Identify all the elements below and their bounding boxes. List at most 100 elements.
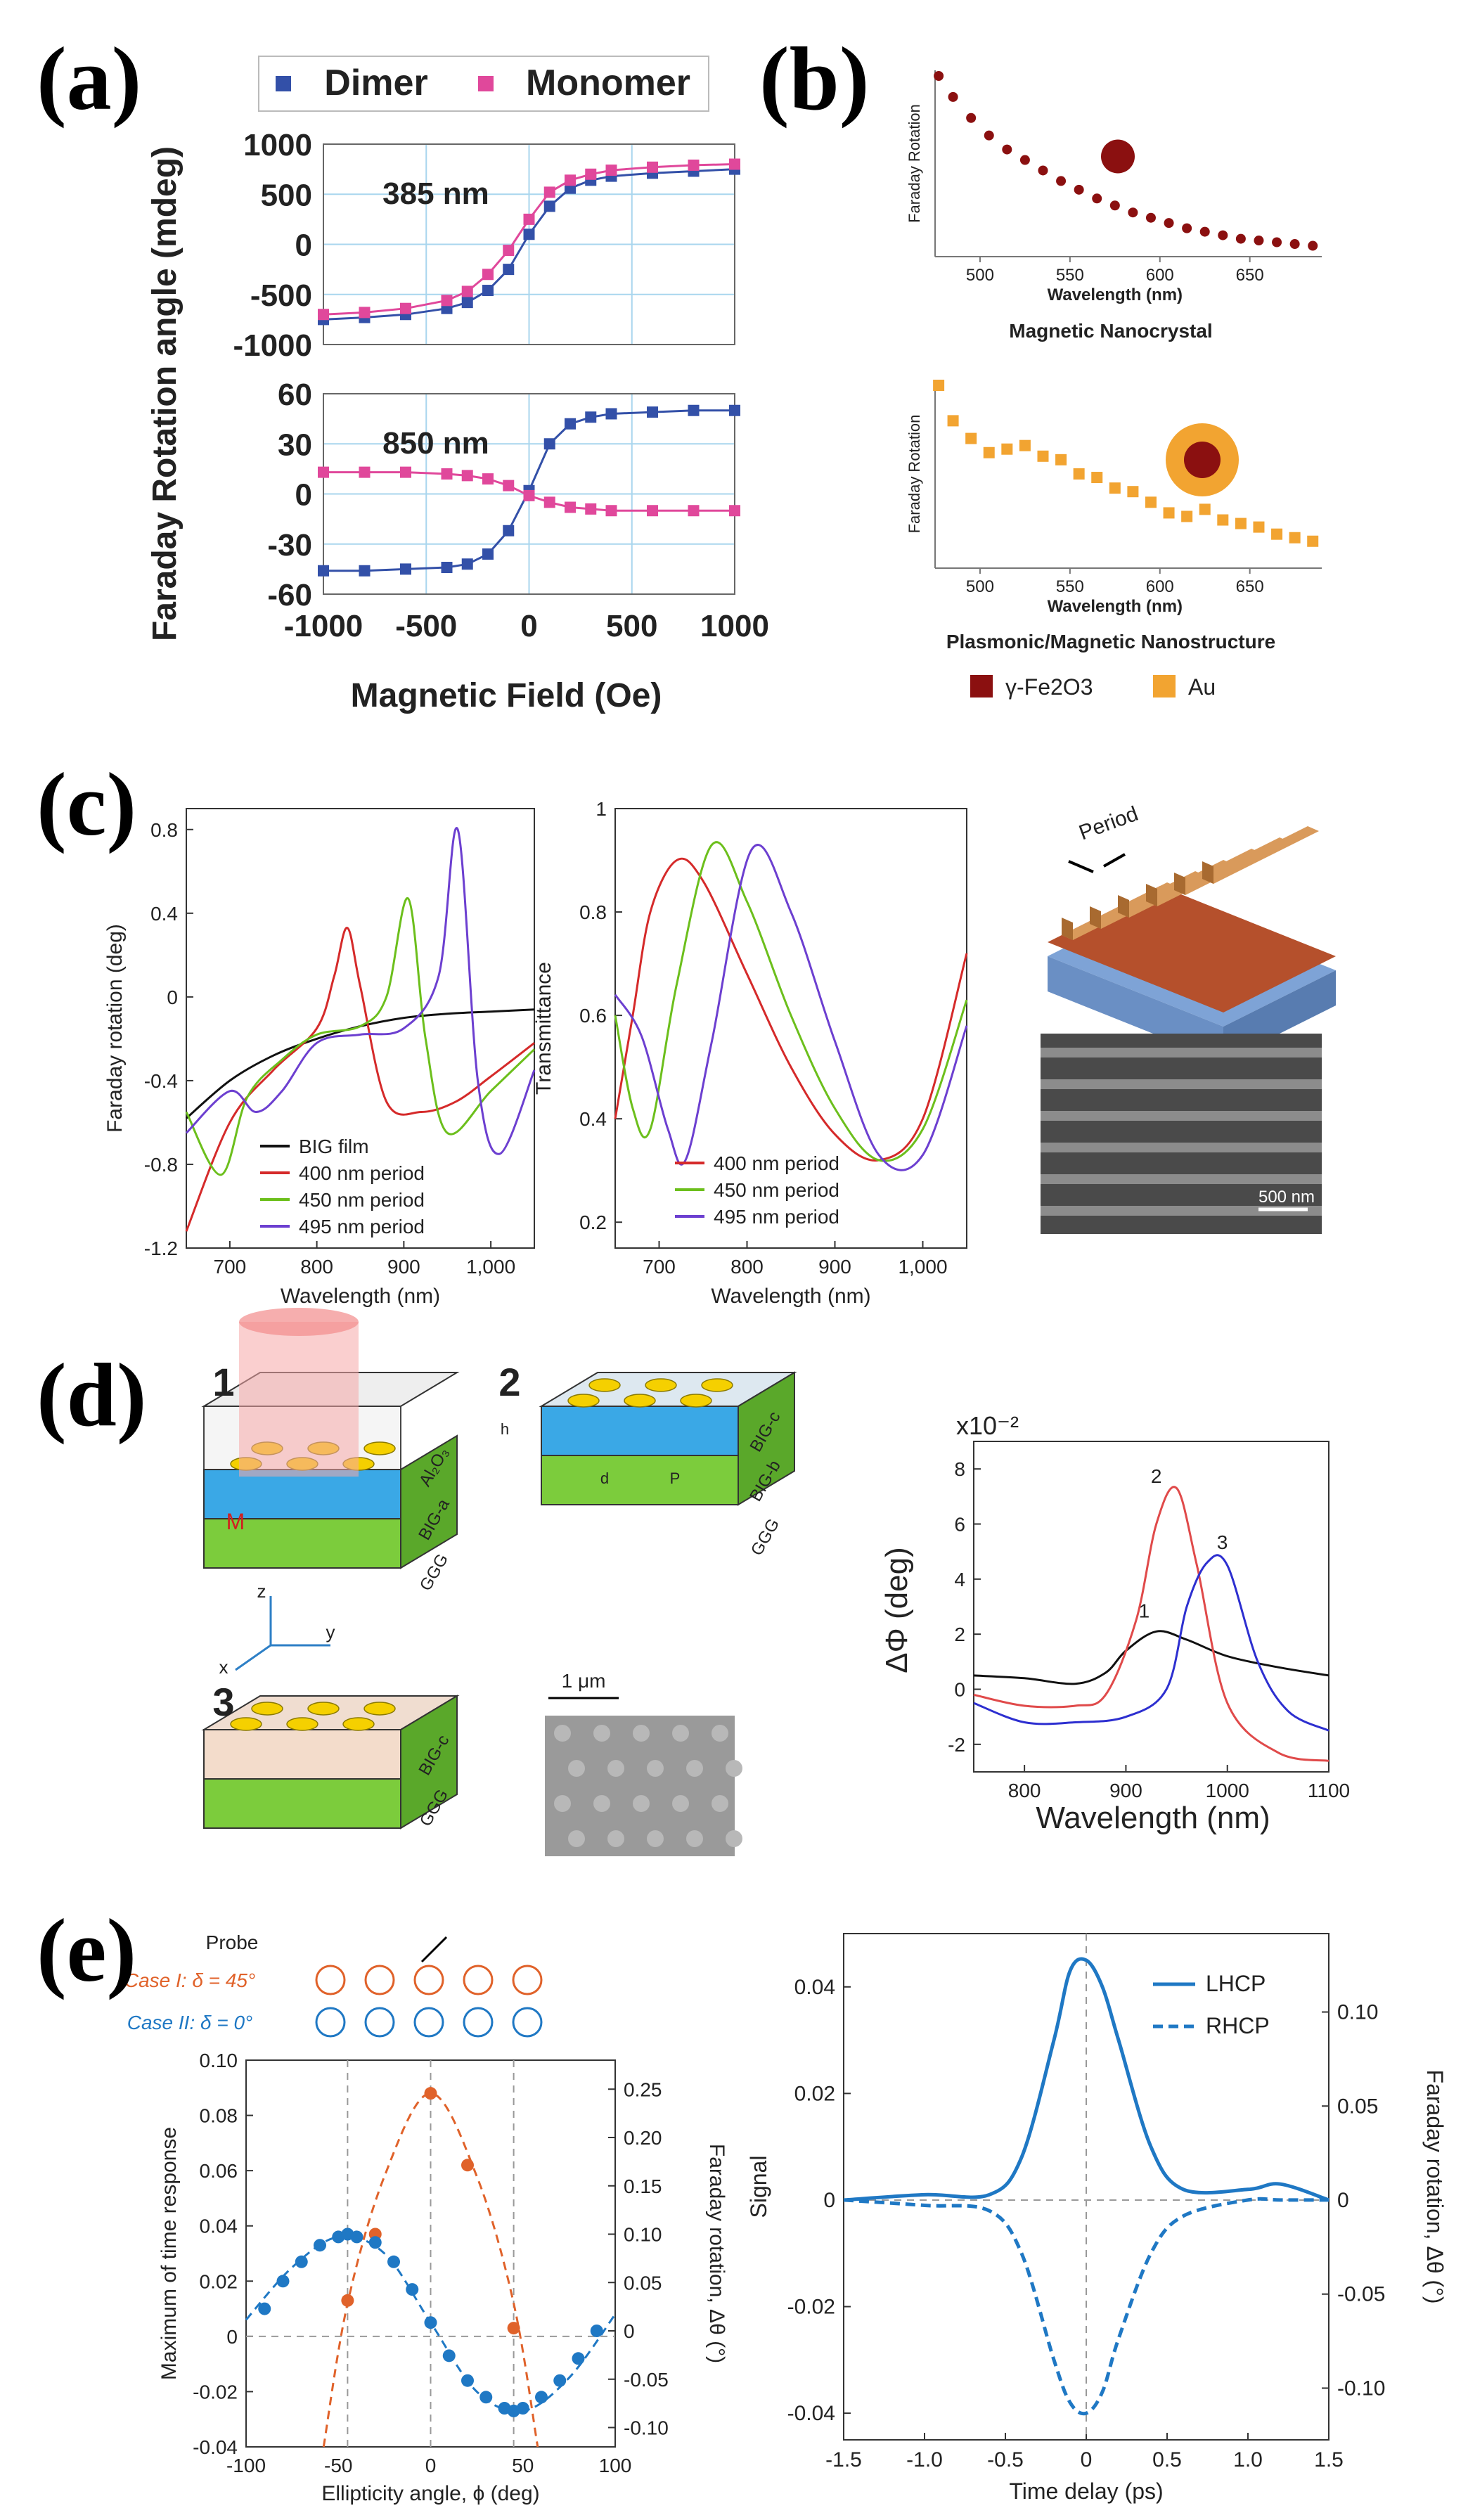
data-point-e-left-case-ii [350,2230,363,2244]
series-line-c-mid-2 [614,844,968,1171]
polarization-glyph-case-ii [512,2007,543,2038]
legend-text-monomer: Monomer [526,63,690,103]
sem-grating-stripe [1041,1174,1322,1184]
data-point-bottom [1307,535,1319,547]
series-line-d-2 [973,1486,1329,1762]
data-point-top [1145,212,1156,223]
x-tick-label: 700 [214,1256,247,1278]
y-tick-label: -30 [267,528,312,562]
y-axis-label-e-right: Signal [746,2156,771,2218]
data-point-monomer [318,309,329,321]
probe-polarization-glyph [420,1936,448,1963]
data-point-dimer [503,525,515,536]
y-tick-label: 0 [295,229,312,263]
data-point-bottom [947,415,959,427]
caption-b-bottom: Plasmonic/Magnetic Nanostructure [946,631,1275,652]
x-tick-label: 1,000 [466,1256,515,1278]
sample-3-nanodisk [307,1702,340,1716]
y-tick-label: 0.8 [150,819,178,841]
sample-2-side [738,1371,795,1506]
legend-text-c-left: 450 nm period [299,1189,425,1211]
y-tick-label: 0.02 [794,2082,835,2105]
sample-1-side [400,1434,458,1569]
sample-3-nanodisk [342,1717,375,1731]
data-point-bottom [965,432,977,444]
y-tick-label: -500 [250,278,312,313]
data-point-monomer [461,285,473,297]
laser-beam-top [239,1308,359,1336]
sem-scale-label-d: 1 μm [562,1670,606,1692]
data-point-monomer [318,466,329,478]
data-point-e-left-case-ii [572,2352,585,2365]
data-point-top [1109,200,1120,211]
layer-label-ggg-1: GGG [416,1550,452,1594]
data-point-monomer [543,186,555,198]
data-point-e-left-case-ii [442,2349,456,2362]
sem-disk [672,1795,689,1812]
series-line-c-left-3 [185,827,536,1155]
y-tick-label: 0 [167,986,178,1008]
data-point-bottom [1019,439,1031,451]
data-point-bottom [1181,510,1193,522]
data-point-monomer [503,245,515,257]
period-arrow-left [1068,860,1094,873]
data-point-e-left-case-ii [387,2255,400,2268]
data-point-dimer [543,200,555,212]
data-point-monomer [585,168,597,180]
data-point-dimer [585,411,597,423]
data-point-e-left-case-ii [461,2374,474,2387]
polarization-glyph-case-ii [463,2007,494,2038]
data-point-dimer [318,565,329,577]
data-point-dimer [461,297,473,309]
data-point-bottom [1289,532,1301,544]
data-point-top [1002,144,1012,155]
data-point-monomer [359,466,371,478]
sem-grating-stripe [1041,1143,1322,1152]
data-point-top [1235,233,1246,244]
data-point-monomer [523,489,535,501]
sample-2-big-layer [541,1406,739,1456]
x-axis-label-a: Magnetic Field (Oe) [351,677,662,714]
data-point-top [1164,218,1174,229]
data-point-bottom [1235,518,1247,529]
y-tick-label: 0 [954,1679,965,1701]
data-point-monomer [729,158,740,170]
data-point-top [1199,226,1210,237]
data-point-e-left-case-i [424,2087,437,2100]
caption-b-top: Magnetic Nanocrystal [1009,320,1212,342]
y-tick-label: -0.02 [787,2296,835,2319]
legend-text-lhcp: LHCP [1206,1971,1266,1996]
data-point-bottom [1109,482,1121,494]
sem-disk [568,1760,585,1777]
polarization-glyph-case-i [315,1965,346,1995]
x-tick-label: -1000 [284,609,363,643]
y-axis-label-b-top: Faraday Rotation [906,104,923,223]
data-point-top [1092,193,1102,204]
x-tick-label: 0 [1081,2448,1093,2471]
sample-2-nanodisk [701,1378,733,1392]
sample-3-nanodisk [286,1717,318,1731]
plot-frame-c-left [186,808,535,1249]
sem-disk [712,1725,728,1742]
data-point-dimer [503,264,515,276]
multiplier-label: x10⁻² [956,1411,1019,1440]
sem-disk [672,1725,689,1742]
series-line-rhcp [843,2197,1329,2416]
data-point-dimer [482,285,494,297]
sample-3-nanodisk [230,1717,262,1731]
layer-label-ggg-2: GGG [747,1515,783,1559]
data-point-e-left-case-ii [368,2236,382,2249]
x-tick-label: 0 [425,2455,437,2476]
data-point-e-left-case-ii [516,2402,529,2415]
sem-disk [607,1760,624,1777]
data-point-monomer [400,302,411,314]
data-point-bottom [933,380,945,391]
y2-axis-label-e-right: Faraday rotation, Δθ (°) [1422,2070,1448,2304]
legend-text-dimer: Dimer [324,63,427,103]
y2-tick-label: 0.10 [1337,2001,1378,2024]
data-point-monomer [605,505,617,517]
data-point-bottom [1127,486,1139,498]
panel-label-e: (e) [37,1901,137,2000]
sem-disk [633,1795,650,1812]
data-point-monomer [461,470,473,482]
